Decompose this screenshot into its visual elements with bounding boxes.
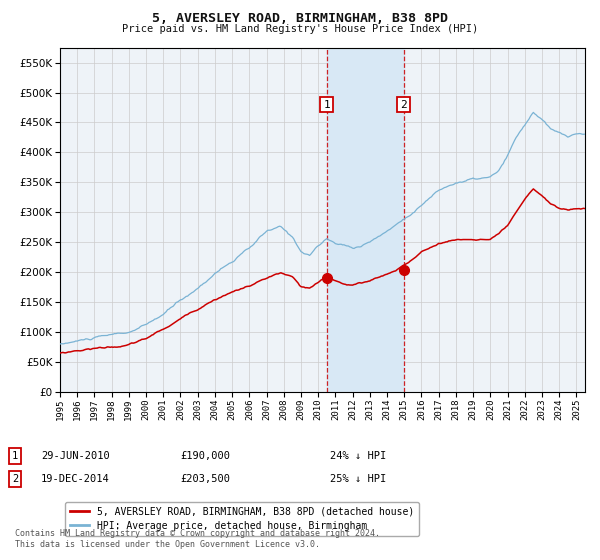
Text: 1: 1 — [323, 100, 330, 110]
Text: 29-JUN-2010: 29-JUN-2010 — [41, 451, 110, 461]
Legend: 5, AVERSLEY ROAD, BIRMINGHAM, B38 8PD (detached house), HPI: Average price, deta: 5, AVERSLEY ROAD, BIRMINGHAM, B38 8PD (d… — [65, 502, 419, 535]
Text: 19-DEC-2014: 19-DEC-2014 — [41, 474, 110, 484]
Text: £190,000: £190,000 — [180, 451, 230, 461]
Text: 2: 2 — [400, 100, 407, 110]
Text: Contains HM Land Registry data © Crown copyright and database right 2024.
This d: Contains HM Land Registry data © Crown c… — [15, 529, 380, 549]
Text: 2: 2 — [12, 474, 18, 484]
Text: 1: 1 — [12, 451, 18, 461]
Text: 5, AVERSLEY ROAD, BIRMINGHAM, B38 8PD: 5, AVERSLEY ROAD, BIRMINGHAM, B38 8PD — [152, 12, 448, 25]
Bar — [326, 48, 404, 392]
Text: 24% ↓ HPI: 24% ↓ HPI — [330, 451, 386, 461]
Text: 25% ↓ HPI: 25% ↓ HPI — [330, 474, 386, 484]
Text: Price paid vs. HM Land Registry's House Price Index (HPI): Price paid vs. HM Land Registry's House … — [122, 24, 478, 34]
Text: £203,500: £203,500 — [180, 474, 230, 484]
